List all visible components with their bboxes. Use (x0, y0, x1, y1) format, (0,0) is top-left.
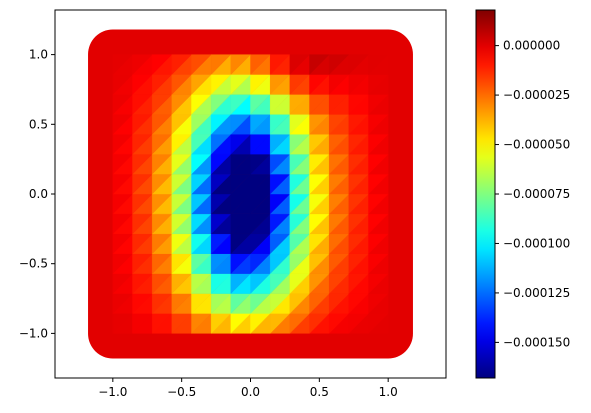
heatmap-cell (171, 54, 192, 76)
x-tick-label: −1.0 (98, 385, 127, 399)
heatmap-cell (112, 54, 133, 76)
heatmap-cell (151, 54, 173, 76)
x-tick-label: −0.5 (167, 385, 196, 399)
x-tick-label: 0.5 (310, 385, 329, 399)
heatmap-cell (191, 54, 212, 76)
cells-layer (112, 54, 389, 334)
x-tick-label: 0.0 (241, 385, 260, 399)
plot-area (54, 9, 447, 379)
heatmap-cell (132, 54, 153, 76)
colorbar-tick-label: 0.000000 (503, 39, 560, 53)
y-tick-label: −0.5 (19, 257, 48, 271)
y-axis: −1.0 −0.5 0.0 0.5 1.0 (19, 48, 55, 340)
colorbar-tick-label: −0.000100 (503, 236, 570, 250)
x-tick-label: 1.0 (379, 385, 398, 399)
colorbar-gradient (475, 9, 496, 379)
y-tick-label: 0.0 (29, 187, 48, 201)
y-tick-label: −1.0 (19, 326, 48, 340)
colorbar-tick-label: −0.000075 (503, 187, 570, 201)
heatmap-cell (368, 54, 389, 76)
colorbar-ticks: 0.000000 −0.000025 −0.000050 −0.000075 −0.00… (495, 39, 570, 349)
heatmap-cell (269, 54, 291, 76)
x-axis: −1.0 −0.5 0.0 0.5 1.0 (98, 378, 398, 399)
heatmap-cell (230, 54, 251, 76)
y-tick-label: 0.5 (29, 117, 48, 131)
heatmap-cell (289, 54, 310, 76)
heatmap-cell (309, 54, 330, 76)
heatmap-cell (328, 54, 350, 76)
colorbar-tick-label: −0.000050 (503, 138, 570, 152)
heatmap-cell (210, 54, 232, 76)
colorbar-tick-label: −0.000125 (503, 286, 570, 300)
y-tick-label: 1.0 (29, 48, 48, 62)
colorbar-tick-label: −0.000150 (503, 335, 570, 349)
colorbar: 0.000000 −0.000025 −0.000050 −0.000075 −0.00… (475, 9, 570, 379)
heatmap-cell (250, 54, 271, 76)
heatmap-cell (348, 54, 369, 76)
colorbar-tick-label: −0.000025 (503, 88, 570, 102)
